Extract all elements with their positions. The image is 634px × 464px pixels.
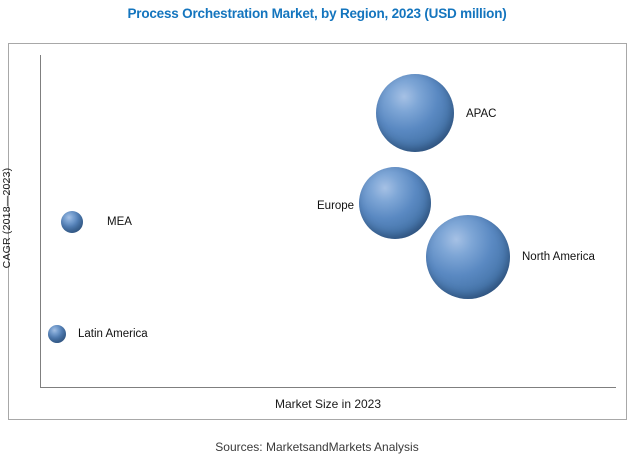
chart-title: Process Orchestration Market, by Region,… [127,6,507,21]
bubble-label-north-america: North America [522,251,595,263]
x-axis-label: Market Size in 2023 [274,397,382,411]
y-axis-label: CAGR (2018—2023) [1,167,13,269]
bubble-apac [376,74,454,152]
bubble-mea [61,211,83,233]
bubble-label-latin-america: Latin America [78,328,148,340]
x-axis-line [40,387,616,388]
chart-frame [8,43,627,420]
source-note: Sources: MarketsandMarkets Analysis [215,440,419,454]
bubble-north-america [426,215,510,299]
bubble-latin-america [48,325,66,343]
bubble-europe [359,167,431,239]
bubble-label-europe: Europe [317,200,355,212]
bubble-label-apac: APAC [466,108,497,120]
bubble-label-mea: MEA [107,216,132,228]
y-axis-line [40,55,41,388]
